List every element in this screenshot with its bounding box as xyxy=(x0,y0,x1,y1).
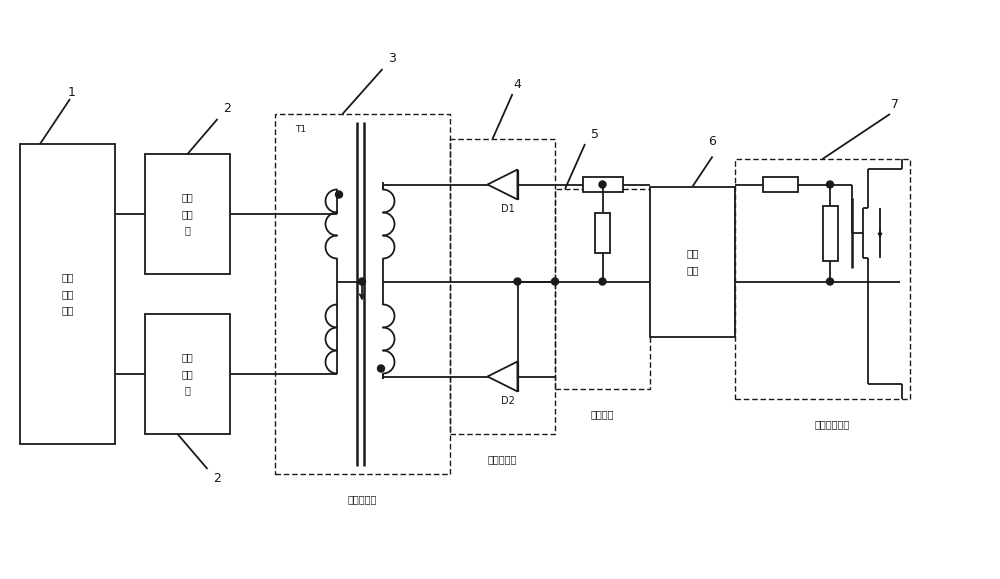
Circle shape xyxy=(826,278,834,285)
Circle shape xyxy=(599,278,606,285)
Text: 分压电路: 分压电路 xyxy=(591,409,614,419)
Text: 数字
控制
芯片: 数字 控制 芯片 xyxy=(61,273,74,316)
Circle shape xyxy=(377,365,384,372)
Circle shape xyxy=(552,278,558,285)
Text: 7: 7 xyxy=(891,97,899,111)
Circle shape xyxy=(336,191,343,198)
Bar xyxy=(450,139,555,434)
Circle shape xyxy=(358,278,366,285)
Text: 6: 6 xyxy=(709,135,716,148)
Bar xyxy=(145,154,230,274)
Bar xyxy=(595,213,610,253)
Text: 5: 5 xyxy=(591,127,599,141)
Text: T1: T1 xyxy=(295,124,306,134)
Bar xyxy=(735,159,910,399)
Bar xyxy=(763,177,798,192)
Bar xyxy=(650,186,735,336)
Text: 反相
图腾
柱: 反相 图腾 柱 xyxy=(182,353,193,395)
Text: D1: D1 xyxy=(501,204,514,214)
Circle shape xyxy=(826,181,834,188)
Circle shape xyxy=(599,181,606,188)
Bar xyxy=(822,206,838,261)
Text: 驱动
芯片: 驱动 芯片 xyxy=(686,248,699,274)
Text: 2: 2 xyxy=(224,102,231,115)
Text: 或逻辑电路: 或逻辑电路 xyxy=(488,454,517,464)
Circle shape xyxy=(514,278,521,285)
Text: 功率开关电路: 功率开关电路 xyxy=(815,419,850,429)
Bar xyxy=(555,189,650,389)
Bar xyxy=(145,314,230,434)
Text: 1: 1 xyxy=(68,86,76,98)
Text: D2: D2 xyxy=(501,397,514,406)
Text: 脉冲变压器: 脉冲变压器 xyxy=(348,494,377,504)
Bar xyxy=(275,114,450,474)
Text: 反相
图腾
柱: 反相 图腾 柱 xyxy=(182,193,193,236)
Text: 4: 4 xyxy=(514,78,521,90)
Bar xyxy=(20,144,115,444)
Text: 2: 2 xyxy=(214,472,221,486)
Bar xyxy=(582,177,622,192)
Text: 3: 3 xyxy=(389,53,396,65)
